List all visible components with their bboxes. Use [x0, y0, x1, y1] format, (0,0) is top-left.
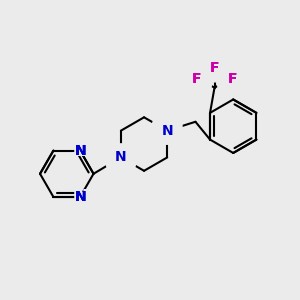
- FancyBboxPatch shape: [217, 64, 248, 93]
- Text: N: N: [73, 142, 87, 160]
- Text: N: N: [74, 190, 86, 204]
- Text: F: F: [228, 72, 237, 86]
- Text: N: N: [115, 150, 127, 164]
- Text: N: N: [161, 124, 173, 138]
- Text: N: N: [73, 188, 87, 206]
- FancyBboxPatch shape: [74, 145, 86, 156]
- FancyBboxPatch shape: [152, 116, 183, 145]
- Text: F: F: [228, 72, 237, 86]
- Text: N: N: [74, 190, 86, 204]
- Text: N: N: [74, 190, 86, 204]
- Text: F: F: [210, 61, 219, 75]
- Text: N: N: [74, 144, 86, 158]
- Text: N: N: [74, 144, 86, 158]
- FancyBboxPatch shape: [105, 143, 136, 172]
- FancyBboxPatch shape: [199, 54, 230, 82]
- Text: F: F: [192, 72, 201, 86]
- FancyBboxPatch shape: [74, 192, 86, 202]
- Text: N: N: [74, 144, 86, 158]
- Text: F: F: [210, 61, 219, 75]
- Text: F: F: [192, 72, 201, 86]
- FancyBboxPatch shape: [181, 64, 212, 93]
